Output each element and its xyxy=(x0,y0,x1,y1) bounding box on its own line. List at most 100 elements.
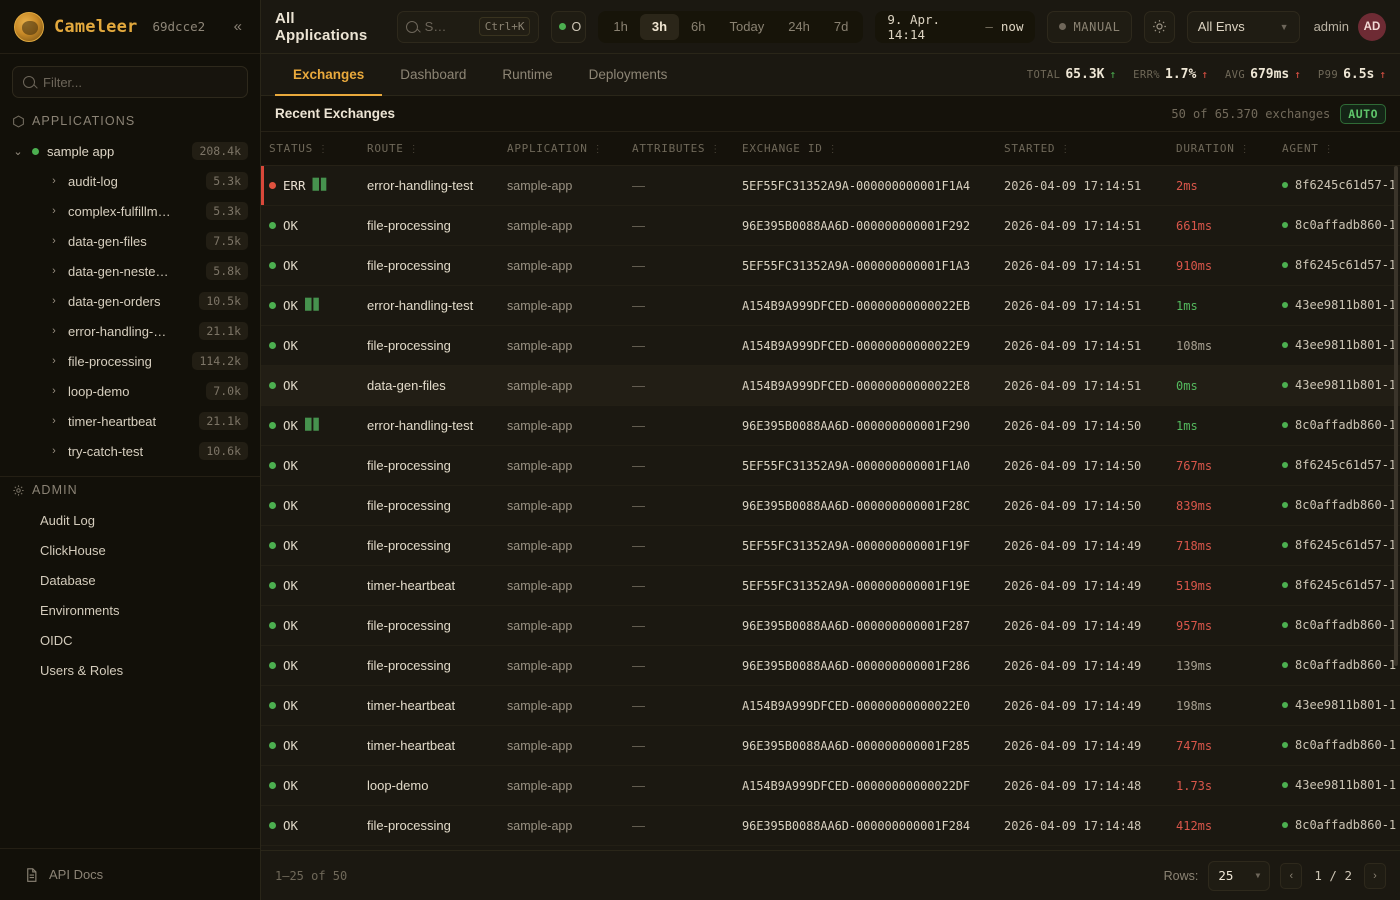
cell-application: sample-app xyxy=(499,565,624,606)
agent-status-dot xyxy=(1282,502,1288,508)
collapse-sidebar-icon[interactable]: « xyxy=(233,18,242,35)
trace-icon[interactable]: ▊▋ xyxy=(305,418,322,431)
time-range-today[interactable]: Today xyxy=(729,18,765,34)
sidebar-route-audit-log[interactable]: › audit-log 5.3k xyxy=(0,166,260,196)
sidebar-route-loop-demo[interactable]: › loop-demo 7.0k xyxy=(0,376,260,406)
table-row[interactable]: OK file-processing sample-app — 96E395B0088A… xyxy=(261,645,1400,686)
chevron-right-icon: › xyxy=(52,295,56,307)
prev-page-button[interactable]: ‹ xyxy=(1280,862,1303,889)
sidebar-route-file-processing[interactable]: › file-processing 114.2k xyxy=(0,346,260,376)
page-indicator: 1 / 2 xyxy=(1314,868,1352,883)
table-row[interactable]: OK ▊▋ error-handling-test sample-app — 96E395… xyxy=(261,405,1400,446)
cell-duration: 747ms xyxy=(1168,725,1274,766)
live-toggle[interactable]: O xyxy=(551,10,587,43)
cell-status: OK xyxy=(261,805,359,846)
cell-agent: 43ee9811b801-1 xyxy=(1274,325,1400,366)
table-row[interactable]: OK timer-heartbeat sample-app — 96E395B0088A… xyxy=(261,725,1400,766)
api-docs-label: API Docs xyxy=(49,867,104,882)
applications-label: APPLICATIONS xyxy=(32,114,136,128)
environment-select[interactable]: All Envs ▼ xyxy=(1186,10,1300,43)
cell-started: 2026-04-09 17:14:50 xyxy=(996,405,1168,446)
time-range-6h[interactable]: 6h xyxy=(691,18,706,34)
pagination-range-text: 1–25 of 50 xyxy=(275,868,348,883)
table-row[interactable]: OK file-processing sample-app — 96E395B0088A… xyxy=(261,485,1400,526)
status-dot xyxy=(269,421,276,429)
time-range-3h[interactable]: 3h xyxy=(639,13,680,40)
started-timestamp: 2026-04-09 17:14:49 xyxy=(1004,738,1142,753)
time-range-24h[interactable]: 24h xyxy=(788,18,810,34)
time-range-7d[interactable]: 7d xyxy=(833,18,849,34)
table-row[interactable]: OK file-processing sample-app — 5EF55FC31352… xyxy=(261,245,1400,286)
tab-deployments[interactable]: Deployments xyxy=(588,66,668,82)
table-row[interactable]: OK ▊▋ error-handling-test sample-app — A154B9… xyxy=(261,285,1400,326)
cell-status: OK xyxy=(261,565,359,606)
table-row[interactable]: OK timer-heartbeat sample-app — A154B9A999DF… xyxy=(261,685,1400,726)
table-scrollbar[interactable] xyxy=(1394,166,1398,666)
cell-application: sample-app xyxy=(499,605,624,646)
col-started[interactable]: STARTED ⋮ xyxy=(996,132,1168,166)
sidebar-route-timer-heartbeat[interactable]: › timer-heartbeat 21.1k xyxy=(0,406,260,436)
attributes-value: — xyxy=(632,217,645,233)
col-application[interactable]: APPLICATION ⋮ xyxy=(499,132,624,166)
table-row[interactable]: OK file-processing sample-app — 96E395B0088A… xyxy=(261,605,1400,646)
tab-exchanges[interactable]: Exchanges xyxy=(275,54,383,96)
sidebar-admin-clickhouse[interactable]: ClickHouse xyxy=(40,542,106,558)
stats-summary: TOTAL 65.3K ↑ ERR% 1.7% ↑ AVG 679ms ↑ P99 6.5s ↑ xyxy=(1027,67,1386,82)
cell-attributes: — xyxy=(624,405,734,446)
attributes-value: — xyxy=(632,497,645,513)
col-attributes[interactable]: ATTRIBUTES ⋮ xyxy=(624,132,734,166)
sidebar-admin-database[interactable]: Database xyxy=(40,572,96,588)
cell-application: sample-app xyxy=(499,405,624,446)
theme-toggle-button[interactable] xyxy=(1144,10,1175,43)
sidebar-footer[interactable]: API Docs xyxy=(0,848,260,900)
trace-icon[interactable]: ▊▋ xyxy=(305,298,322,311)
sidebar-admin-environments[interactable]: Environments xyxy=(40,602,120,618)
sidebar-route-data-gen-orders[interactable]: › data-gen-orders 10.5k xyxy=(0,286,260,316)
trace-icon[interactable]: ▊▋ xyxy=(312,178,330,191)
sidebar-route-data-gen-files[interactable]: › data-gen-files 7.5k xyxy=(0,226,260,256)
manual-refresh-button[interactable]: MANUAL xyxy=(1047,10,1133,43)
sidebar-admin-users-roles[interactable]: Users & Roles xyxy=(40,662,124,678)
table-row[interactable]: OK data-gen-files sample-app — A154B9A999DFC… xyxy=(261,365,1400,406)
status-dot xyxy=(269,661,276,669)
cell-route: file-processing xyxy=(359,645,499,686)
started-timestamp: 2026-04-09 17:14:49 xyxy=(1004,658,1142,673)
col-exchange-id[interactable]: EXCHANGE ID ⋮ xyxy=(734,132,996,166)
sidebar: Cameleer 69dcce2 « Filter... APPLICATION… xyxy=(0,0,261,900)
sidebar-admin-audit-log[interactable]: Audit Log xyxy=(40,512,95,528)
table-row[interactable]: OK file-processing sample-app — 96E395B0088A… xyxy=(261,205,1400,246)
filter-input[interactable]: Filter... xyxy=(12,66,248,98)
table-row[interactable]: OK file-processing sample-app — 5EF55FC31352… xyxy=(261,445,1400,486)
table-row[interactable]: OK timer-heartbeat sample-app — 5EF55FC31352… xyxy=(261,565,1400,606)
sidebar-route-error-handling-[interactable]: › error-handling-… 21.1k xyxy=(0,316,260,346)
table-row[interactable]: OK loop-demo sample-app — A154B9A999DFCED-00… xyxy=(261,765,1400,806)
time-window[interactable]: 9. Apr. 14:14 – now xyxy=(875,10,1036,43)
sidebar-app-sample-app[interactable]: ⌄ sample app 208.4k xyxy=(0,136,260,166)
time-range-1h[interactable]: 1h xyxy=(613,18,628,34)
sidebar-route-try-catch-test[interactable]: › try-catch-test 10.6k xyxy=(0,436,260,466)
user-menu[interactable]: admin AD xyxy=(1314,12,1386,41)
started-timestamp: 2026-04-09 17:14:49 xyxy=(1004,538,1142,553)
table-row[interactable]: ERR ▊▋ error-handling-test sample-app — 5EF55… xyxy=(261,165,1400,206)
col-agent[interactable]: AGENT ⋮ xyxy=(1274,132,1400,166)
table-row[interactable]: OK file-processing sample-app — 96E395B0088A… xyxy=(261,805,1400,846)
tab-runtime[interactable]: Runtime xyxy=(502,66,553,82)
sidebar-route-complex-fulfillm-[interactable]: › complex-fulfillm… 5.3k xyxy=(0,196,260,226)
next-page-button[interactable]: › xyxy=(1364,862,1386,889)
tab-dashboard[interactable]: Dashboard xyxy=(400,66,467,82)
application-name: sample-app xyxy=(507,698,573,713)
sidebar-route-data-gen-neste-[interactable]: › data-gen-neste… 5.8k xyxy=(0,256,260,286)
auto-refresh-badge[interactable]: AUTO xyxy=(1340,103,1386,124)
table-row[interactable]: OK file-processing sample-app — 5EF55FC31352… xyxy=(261,525,1400,566)
col-label: APPLICATION xyxy=(507,141,588,155)
cell-exchange-id: 96E395B0088AA6D-000000000001F287 xyxy=(734,605,996,646)
col-status[interactable]: STATUS ⋮ xyxy=(261,132,359,166)
global-search-input[interactable]: S… Ctrl+K xyxy=(396,10,540,43)
table-row[interactable]: OK file-processing sample-app — A154B9A999DF… xyxy=(261,325,1400,366)
rows-per-page-select[interactable]: 25 ▼ xyxy=(1208,860,1271,891)
cell-application: sample-app xyxy=(499,805,624,846)
cell-started: 2026-04-09 17:14:49 xyxy=(996,605,1168,646)
col-route[interactable]: ROUTE ⋮ xyxy=(359,132,499,166)
col-duration[interactable]: DURATION ⋮ xyxy=(1168,132,1274,166)
sidebar-admin-oidc[interactable]: OIDC xyxy=(40,632,73,648)
